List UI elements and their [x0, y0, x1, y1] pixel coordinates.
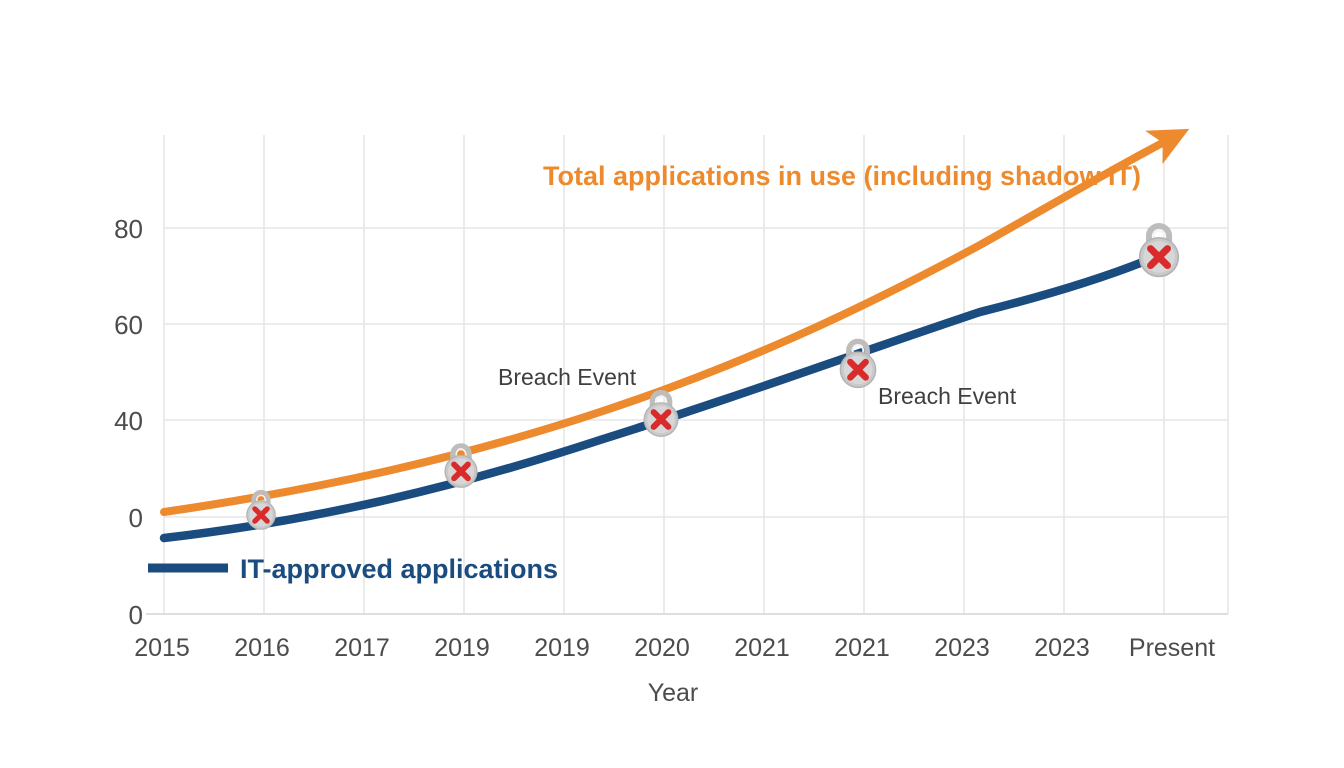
series-total-applications	[160, 128, 1190, 516]
x-tick-2021-a: 2021	[734, 634, 790, 662]
x-tick-2019-a: 2019	[434, 634, 490, 662]
breach-markers	[247, 226, 1179, 529]
breach-event-annotation-2: Breach Event	[878, 383, 1017, 409]
x-tick-2015: 2015	[134, 634, 190, 662]
breach-event-annotation-1: Breach Event	[498, 364, 637, 390]
y-tick-20: 0	[129, 503, 143, 533]
y-tick-0: 0	[129, 600, 143, 630]
x-tick-2019-b: 2019	[534, 634, 590, 662]
orange-series-label: Total applications in use (including sha…	[543, 161, 1141, 191]
x-axis-tick-labels: 2015 2016 2017 2019 2019 2020 2021 2021 …	[134, 634, 1215, 662]
x-tick-2023-a: 2023	[934, 634, 990, 662]
x-tick-present: Present	[1129, 634, 1215, 662]
chart-gridlines	[146, 135, 1229, 615]
y-tick-60: 60	[114, 310, 143, 340]
x-tick-2023-b: 2023	[1034, 634, 1090, 662]
orange-trend-line	[160, 128, 1190, 516]
blue-series-label: IT-approved applications	[240, 554, 558, 584]
y-tick-80: 80	[114, 214, 143, 244]
x-tick-2016: 2016	[234, 634, 290, 662]
padlock-breach-icon[interactable]	[1140, 226, 1179, 276]
x-tick-2017: 2017	[334, 634, 390, 662]
x-axis-title: Year	[648, 679, 699, 707]
blue-trend-line	[159, 250, 1165, 543]
y-tick-40: 40	[114, 406, 143, 436]
blue-series-legend: IT-approved applications	[148, 554, 558, 584]
series-it-approved	[159, 250, 1165, 543]
x-tick-2020: 2020	[634, 634, 690, 662]
x-tick-2021-b: 2021	[834, 634, 890, 662]
y-axis-tick-labels: 80 60 40 0 0	[114, 214, 143, 630]
